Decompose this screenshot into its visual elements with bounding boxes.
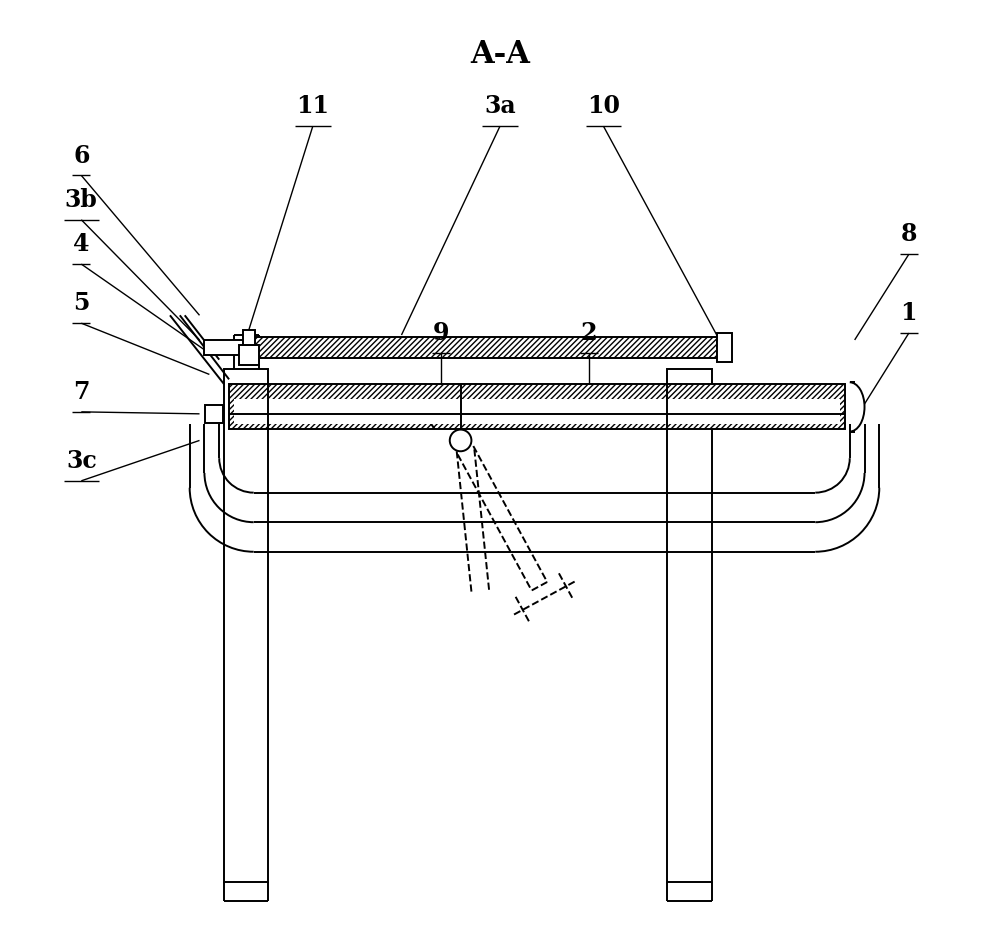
Polygon shape (204, 340, 244, 355)
Polygon shape (667, 370, 712, 882)
Text: 3a: 3a (484, 95, 516, 118)
Text: 3b: 3b (65, 188, 98, 212)
Polygon shape (239, 345, 259, 365)
Polygon shape (249, 337, 717, 357)
Polygon shape (717, 333, 732, 362)
Text: 1: 1 (901, 301, 917, 325)
Text: 8: 8 (901, 222, 917, 247)
Circle shape (450, 430, 471, 451)
Text: 10: 10 (587, 95, 620, 118)
Polygon shape (224, 370, 268, 882)
Polygon shape (229, 385, 845, 429)
Text: 5: 5 (73, 292, 89, 315)
Text: 9: 9 (433, 321, 449, 345)
Text: 4: 4 (73, 233, 90, 256)
Polygon shape (243, 330, 255, 345)
Text: A-A: A-A (470, 38, 530, 69)
Text: 7: 7 (73, 380, 90, 404)
Text: 3c: 3c (66, 449, 97, 473)
Text: 2: 2 (580, 321, 597, 345)
Text: 11: 11 (296, 95, 329, 118)
Polygon shape (205, 405, 223, 423)
Polygon shape (234, 399, 840, 424)
Text: 6: 6 (73, 144, 90, 168)
